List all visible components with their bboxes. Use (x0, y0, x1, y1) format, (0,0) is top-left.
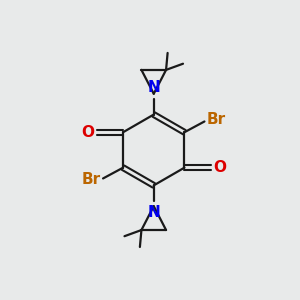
Text: Br: Br (207, 112, 226, 128)
Text: N: N (147, 80, 160, 95)
Text: O: O (81, 125, 94, 140)
Text: N: N (147, 205, 160, 220)
Text: O: O (214, 160, 227, 175)
Text: Br: Br (82, 172, 101, 188)
